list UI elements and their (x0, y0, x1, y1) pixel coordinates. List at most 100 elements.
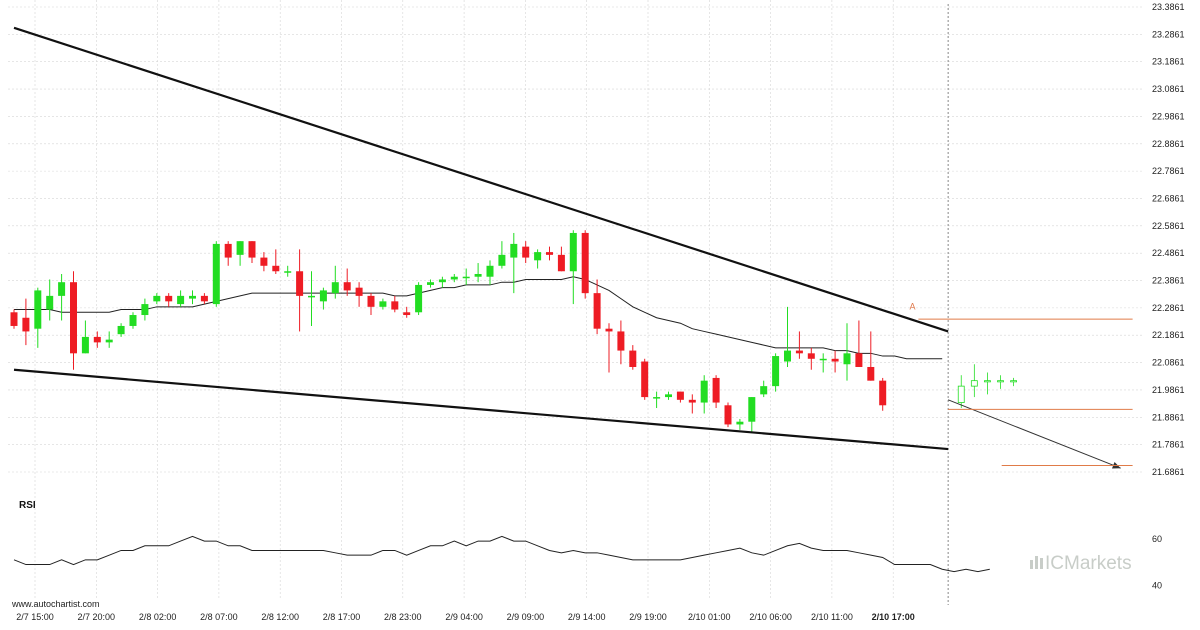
candle-body (284, 271, 292, 273)
projection-candle-body (1010, 380, 1017, 383)
rsi-line (13, 535, 990, 573)
x-tick-label: 2/8 17:00 (323, 612, 361, 622)
candle-body (248, 241, 256, 258)
x-tick-label: 2/8 12:00 (261, 612, 299, 622)
x-tick-label: 2/7 20:00 (78, 612, 116, 622)
candle-body (141, 304, 149, 316)
candle-body (522, 246, 530, 258)
candle-body (688, 399, 696, 403)
price-axis: 23.3861 23.2861 23.1861 23.0861 22.9861 22.88… (1152, 2, 1185, 477)
candle-body (486, 265, 494, 277)
candle-body (760, 386, 768, 395)
x-tick-label: 2/8 02:00 (139, 612, 177, 622)
candle-body (581, 232, 589, 294)
y-tick-label: 21.7861 (1152, 440, 1185, 450)
projection-candle-body (997, 380, 1004, 383)
candle-body (855, 353, 863, 367)
rsi-tick-label: 40 (1152, 581, 1162, 591)
candle-body (712, 377, 720, 403)
candle-body (569, 232, 577, 272)
candle-body (296, 271, 304, 296)
source-text: www.autochartist.com (11, 599, 100, 609)
candle-body (70, 282, 77, 354)
candle-body (879, 380, 887, 406)
candle-body (462, 276, 470, 279)
candle-body (200, 295, 208, 302)
candle-body (665, 394, 672, 398)
x-tick-label: 2/10 11:00 (811, 612, 853, 622)
candle-body (46, 295, 54, 310)
candle-body (605, 328, 613, 332)
level-lines: A (909, 301, 1133, 466)
rsi-panel: RSI 60 40 (13, 500, 1162, 591)
candle-body (772, 356, 780, 387)
y-tick-label: 21.6861 (1152, 467, 1185, 477)
x-tick-label: 2/9 04:00 (445, 612, 483, 622)
support-line (13, 368, 949, 451)
candle-body (867, 366, 875, 381)
candle-body (308, 295, 315, 298)
candle-body (795, 350, 803, 354)
candles (10, 230, 1017, 433)
candle-body (331, 282, 339, 294)
y-tick-label: 22.9861 (1152, 111, 1185, 121)
candle-body (498, 254, 506, 266)
candle-body (784, 350, 791, 362)
candle-body (403, 312, 411, 316)
y-tick-label: 22.4861 (1152, 248, 1185, 258)
candle-body (319, 290, 327, 302)
candle-body (10, 312, 18, 326)
candle-body (177, 295, 185, 305)
y-tick-label: 22.2861 (1152, 303, 1185, 313)
candle-body (807, 353, 815, 359)
marker-label: A (909, 301, 915, 311)
candle-body (343, 282, 351, 291)
candle-body (272, 265, 280, 272)
candle-body (58, 282, 66, 296)
moving-average-line (14, 276, 943, 360)
rsi-tick-label: 60 (1152, 534, 1162, 544)
candle-body (379, 301, 387, 307)
moving-average (14, 276, 943, 360)
projection-candle-body (957, 385, 965, 403)
candle-body (831, 358, 839, 362)
candle-body (93, 336, 101, 343)
y-tick-label: 22.6861 (1152, 193, 1185, 203)
candle-body (165, 295, 173, 302)
x-tick-label: 2/8 23:00 (384, 612, 422, 622)
resistance-line (13, 26, 949, 333)
candle-body (105, 339, 113, 343)
candle-body (474, 273, 482, 277)
x-tick-label: 2/9 09:00 (507, 612, 545, 622)
rsi-label: RSI (19, 500, 36, 511)
y-tick-label: 22.8861 (1152, 139, 1185, 149)
candle-body (189, 295, 196, 299)
candle-body (212, 243, 220, 305)
x-tick-label: 2/10 06:00 (749, 612, 792, 622)
brand-text: ICMarkets (1045, 553, 1132, 574)
candle-body (676, 391, 684, 400)
candle-body (510, 243, 518, 258)
y-tick-label: 22.1861 (1152, 330, 1185, 340)
candle-body (534, 252, 542, 261)
y-tick-label: 22.0861 (1152, 358, 1185, 368)
candle-body (427, 282, 434, 285)
y-tick-label: 23.2861 (1152, 29, 1185, 39)
x-tick-label: 2/9 19:00 (629, 612, 667, 622)
candle-body (843, 353, 851, 365)
candle-body (153, 295, 161, 302)
candle-body (129, 315, 137, 326)
y-tick-label: 23.3861 (1152, 2, 1185, 12)
candle-body (391, 301, 399, 310)
y-tick-label: 22.3861 (1152, 276, 1185, 286)
x-tick-label: 2/10 17:00 (872, 612, 915, 622)
projection-candle-body (970, 380, 978, 387)
y-tick-label: 23.1861 (1152, 57, 1185, 67)
projection-candle-body (984, 380, 991, 383)
x-tick-label: 2/10 01:00 (688, 612, 731, 622)
x-tick-label: 2/8 07:00 (200, 612, 238, 622)
y-tick-label: 23.0861 (1152, 84, 1185, 94)
candle-body (736, 421, 744, 425)
y-tick-label: 21.9861 (1152, 385, 1185, 395)
candle-body (629, 350, 637, 367)
